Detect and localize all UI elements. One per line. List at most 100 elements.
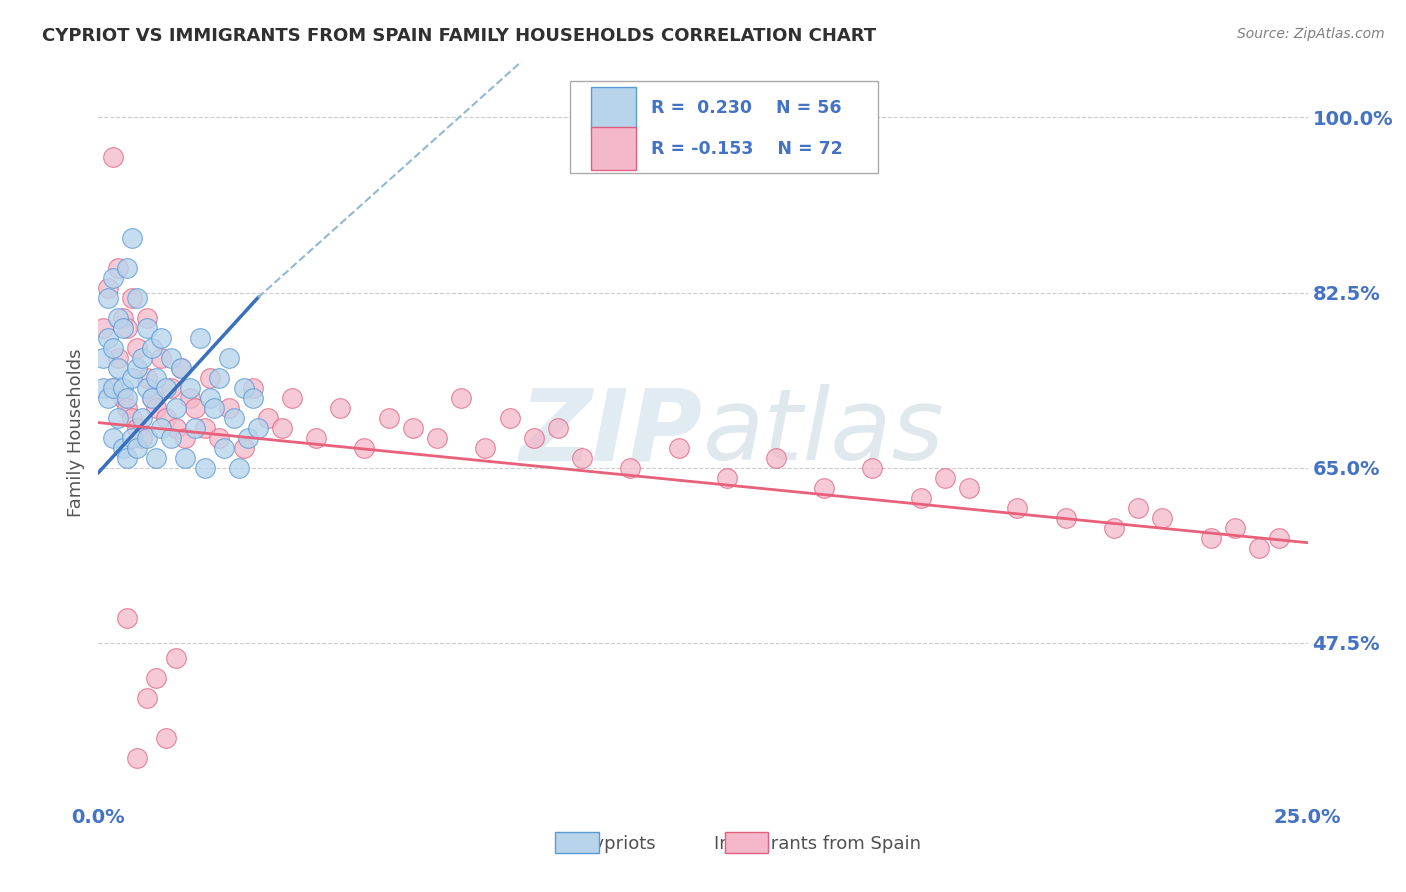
Point <box>145 370 167 384</box>
Point <box>474 441 496 455</box>
Point <box>160 431 183 445</box>
FancyBboxPatch shape <box>724 832 768 853</box>
Text: atlas: atlas <box>703 384 945 481</box>
Point <box>813 481 835 495</box>
Point <box>107 310 129 325</box>
Point <box>765 450 787 465</box>
Point <box>184 420 207 434</box>
Point <box>111 381 134 395</box>
Point <box>121 370 143 384</box>
Point <box>329 401 352 415</box>
Point <box>247 420 270 434</box>
Point <box>179 381 201 395</box>
Point <box>155 731 177 745</box>
Point <box>117 610 139 624</box>
Point <box>165 401 187 415</box>
Point <box>242 381 264 395</box>
Point <box>1223 521 1246 535</box>
Point <box>498 410 520 425</box>
Point <box>111 320 134 334</box>
Point <box>208 431 231 445</box>
Point <box>188 330 211 344</box>
Point <box>131 410 153 425</box>
Point <box>174 450 197 465</box>
Point <box>141 391 163 405</box>
Point <box>91 381 114 395</box>
Point <box>117 320 139 334</box>
Point <box>174 431 197 445</box>
FancyBboxPatch shape <box>591 127 637 170</box>
Point <box>271 420 294 434</box>
Point <box>402 420 425 434</box>
Point <box>135 431 157 445</box>
Point <box>165 650 187 665</box>
Point <box>97 280 120 294</box>
Point <box>716 470 738 484</box>
Point <box>668 441 690 455</box>
Point <box>117 260 139 275</box>
Point <box>97 330 120 344</box>
Point <box>1152 510 1174 524</box>
Point <box>155 410 177 425</box>
Point <box>155 381 177 395</box>
Point <box>179 391 201 405</box>
Point <box>619 460 641 475</box>
FancyBboxPatch shape <box>569 81 879 173</box>
Point <box>1102 521 1125 535</box>
FancyBboxPatch shape <box>591 87 637 130</box>
Point <box>198 370 221 384</box>
Point <box>165 420 187 434</box>
Point <box>127 291 149 305</box>
Point <box>169 360 191 375</box>
Point <box>194 460 217 475</box>
Point <box>117 450 139 465</box>
Point <box>135 310 157 325</box>
FancyBboxPatch shape <box>555 832 599 853</box>
Point <box>101 381 124 395</box>
Text: ZIP: ZIP <box>520 384 703 481</box>
Point <box>1249 541 1271 555</box>
Point <box>141 341 163 355</box>
Point <box>131 351 153 365</box>
Point <box>1128 500 1150 515</box>
Point <box>127 420 149 434</box>
Point <box>160 381 183 395</box>
Point <box>1199 531 1222 545</box>
Point <box>160 351 183 365</box>
Point <box>127 441 149 455</box>
Point <box>121 431 143 445</box>
Point <box>121 291 143 305</box>
Point <box>111 391 134 405</box>
Text: Cypriots: Cypriots <box>581 835 655 853</box>
Point <box>135 370 157 384</box>
Point <box>135 320 157 334</box>
Point <box>228 460 250 475</box>
Point <box>111 441 134 455</box>
Point <box>117 391 139 405</box>
Point <box>121 230 143 244</box>
Text: Immigrants from Spain: Immigrants from Spain <box>714 835 921 853</box>
Point <box>256 410 278 425</box>
Point <box>127 341 149 355</box>
Point <box>101 381 124 395</box>
Point <box>135 381 157 395</box>
Point <box>1267 531 1289 545</box>
Point <box>107 260 129 275</box>
Point <box>150 351 173 365</box>
Text: CYPRIOT VS IMMIGRANTS FROM SPAIN FAMILY HOUSEHOLDS CORRELATION CHART: CYPRIOT VS IMMIGRANTS FROM SPAIN FAMILY … <box>42 27 876 45</box>
Point <box>101 341 124 355</box>
Point <box>135 690 157 705</box>
Point <box>238 431 260 445</box>
Point <box>934 470 956 484</box>
Point <box>169 360 191 375</box>
Y-axis label: Family Households: Family Households <box>67 349 86 516</box>
Point <box>204 401 226 415</box>
Point <box>127 360 149 375</box>
Point <box>1007 500 1029 515</box>
Point <box>101 270 124 285</box>
Point <box>107 351 129 365</box>
Point <box>523 431 546 445</box>
Point <box>145 671 167 685</box>
Point <box>97 391 120 405</box>
Point <box>208 370 231 384</box>
